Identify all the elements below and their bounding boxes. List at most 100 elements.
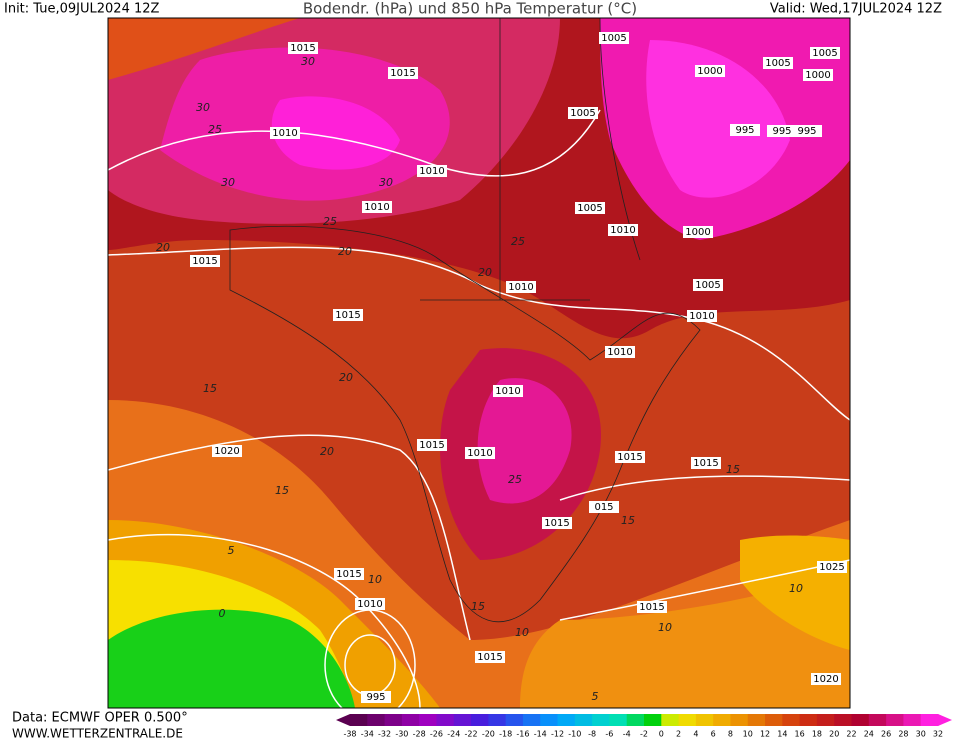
colorbar-segment: [747, 714, 766, 726]
isobar-label-box: [568, 107, 598, 119]
isobar-label: 1015: [290, 43, 315, 54]
isobar-label-box: [465, 447, 495, 459]
isobar-label: 1025: [819, 562, 844, 573]
colorbar-tick-label: 0: [659, 730, 664, 739]
colorbar-tick-label: 30: [916, 730, 926, 739]
colorbar-segment: [644, 714, 662, 726]
temperature-label: 10: [789, 582, 803, 595]
isobar-label: 1010: [419, 166, 444, 177]
temperature-label: 30: [379, 176, 393, 189]
isobar-label-box: [334, 568, 364, 580]
temperature-label: 15: [471, 600, 485, 613]
temperature-label: 20: [156, 241, 170, 254]
colorbar-segment: [522, 714, 541, 726]
isobar-label: 1010: [467, 448, 492, 459]
isobar-label-box: [803, 69, 833, 81]
colorbar-tick-label: -32: [378, 730, 391, 739]
colorbar-tick-label: -12: [551, 730, 564, 739]
temperature-label: 10: [368, 573, 382, 586]
isobar-label: 1005: [570, 108, 595, 119]
colorbar-segment: [367, 714, 386, 726]
colorbar-arrow-left: [336, 714, 350, 726]
colorbar-tick-label: -6: [605, 730, 613, 739]
temperature-label: 15: [275, 484, 289, 497]
colorbar-segment: [350, 714, 368, 726]
isobar-label-box: [691, 457, 721, 469]
colorbar-tick-label: 8: [728, 730, 733, 739]
colorbar-segment: [661, 714, 680, 726]
isobar-label: 1015: [617, 452, 642, 463]
isobar-label-box: [575, 202, 605, 214]
colorbar-tick-label: -16: [516, 730, 529, 739]
temperature-label: 0: [219, 607, 226, 620]
isobar-label-box: [288, 42, 318, 54]
colorbar-tick-label: -22: [465, 730, 478, 739]
colorbar-tick-label: 32: [933, 730, 943, 739]
colorbar-tick-label: 20: [829, 730, 839, 739]
temperature-label: 30: [301, 55, 315, 68]
isobar-label: 1005: [765, 58, 790, 69]
isobar-label-box: [493, 385, 523, 397]
colorbar-tick-label: 24: [864, 730, 874, 739]
colorbar-segment: [834, 714, 853, 726]
colorbar-tick-label: -28: [413, 730, 426, 739]
isobar-label: 1005: [695, 280, 720, 291]
colorbar-tick-label: 14: [777, 730, 787, 739]
colorbar-segment: [730, 714, 749, 726]
colorbar-tick-label: -2: [640, 730, 648, 739]
isobar-label-box: [417, 439, 447, 451]
isobar-label: 1015: [335, 310, 360, 321]
isobar-label: 1010: [357, 599, 382, 610]
colorbar-segment: [868, 714, 887, 726]
temperature-label: 30: [196, 101, 210, 114]
isobar-label: 995: [735, 125, 754, 136]
isobar-label-box: [810, 47, 840, 59]
colorbar-tick-label: 6: [711, 730, 716, 739]
colorbar-tick-label: -38: [343, 730, 356, 739]
isobar-label: 1005: [577, 203, 602, 214]
colorbar-segment: [695, 714, 714, 726]
temperature-label: 25: [323, 215, 337, 228]
colorbar-segment: [626, 714, 645, 726]
isobar-label-box: [792, 125, 822, 137]
isobar-label-box: [730, 124, 760, 136]
colorbar-segment: [471, 714, 489, 726]
labels: 1015101510101010101010151015101010051010…: [156, 32, 847, 703]
isobar-label: 1015: [544, 518, 569, 529]
isobar-label-box: [355, 598, 385, 610]
colorbar-tick-label: 16: [795, 730, 805, 739]
isobar-label: 1010: [495, 386, 520, 397]
colorbar-tick-label: -30: [395, 730, 408, 739]
map-title: Bodendr. (hPa) und 850 hPa Temperatur (°…: [303, 0, 637, 18]
colorbar-segment: [609, 714, 628, 726]
isobar-label-box: [605, 346, 635, 358]
colorbar-segment: [436, 714, 455, 726]
isobar-label: 1015: [419, 440, 444, 451]
temperature-label: 20: [339, 371, 353, 384]
isobar-label-box: [599, 32, 629, 44]
isobar-label: 1005: [601, 33, 626, 44]
colorbar-segment: [782, 714, 801, 726]
colorbar-tick-label: 28: [898, 730, 908, 739]
temperature-label: 20: [478, 266, 492, 279]
isobar-label-box: [817, 561, 847, 573]
colorbar-segment: [903, 714, 922, 726]
colorbar-tick-label: 12: [760, 730, 770, 739]
temperature-label: 5: [228, 544, 235, 557]
temperature-label: 5: [592, 690, 599, 703]
colorbar-segment: [419, 714, 437, 726]
colorbar-segment: [799, 714, 818, 726]
isobar-label: 1015: [693, 458, 718, 469]
isobar-label: 1010: [607, 347, 632, 358]
init-label: Init: Tue,09JUL2024 12Z: [4, 2, 160, 17]
colorbar-tick-label: -4: [623, 730, 631, 739]
isobar-label: 1015: [192, 256, 217, 267]
isobar-label-box: [475, 651, 505, 663]
colorbar-tick-label: -24: [447, 730, 460, 739]
isobar-label: 1015: [477, 652, 502, 663]
isobar-label: 1000: [685, 227, 710, 238]
temperature-label: 25: [508, 473, 522, 486]
isobar-label-box: [361, 691, 391, 703]
temperature-label: 15: [203, 382, 217, 395]
